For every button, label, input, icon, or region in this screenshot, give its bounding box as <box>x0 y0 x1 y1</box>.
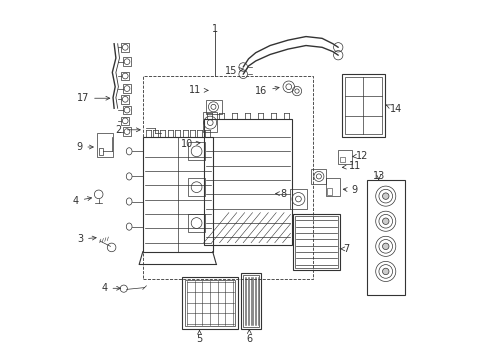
Bar <box>188 178 205 196</box>
Text: 1: 1 <box>212 24 218 34</box>
Bar <box>122 117 129 125</box>
Bar <box>122 43 129 51</box>
Text: 7: 7 <box>340 244 349 254</box>
Text: 9: 9 <box>343 185 357 195</box>
Bar <box>182 277 238 329</box>
Bar <box>123 57 131 66</box>
Text: 2: 2 <box>116 125 140 135</box>
Text: 15: 15 <box>225 66 244 76</box>
Bar <box>123 84 131 93</box>
Bar <box>122 72 129 80</box>
Bar <box>242 273 261 329</box>
Bar <box>203 112 218 132</box>
Bar <box>342 74 385 137</box>
Bar <box>188 214 205 232</box>
Text: 12: 12 <box>353 150 369 161</box>
Bar <box>122 95 129 104</box>
Text: 4: 4 <box>73 196 92 206</box>
Bar <box>340 157 344 162</box>
Text: 11: 11 <box>190 85 208 95</box>
Bar <box>99 148 103 155</box>
Bar <box>294 214 340 270</box>
Circle shape <box>383 218 389 225</box>
Bar <box>123 127 131 136</box>
Text: 9: 9 <box>76 142 93 152</box>
Text: 14: 14 <box>386 104 402 114</box>
Bar <box>97 134 113 157</box>
Bar <box>338 150 352 164</box>
Circle shape <box>383 268 389 275</box>
Text: 13: 13 <box>372 171 385 181</box>
Text: 8: 8 <box>275 189 286 199</box>
Bar <box>205 100 221 114</box>
Circle shape <box>383 243 389 249</box>
Text: 11: 11 <box>343 161 362 171</box>
Bar <box>185 280 235 326</box>
Bar <box>327 188 332 195</box>
Text: 16: 16 <box>255 86 279 96</box>
Text: 3: 3 <box>77 234 96 244</box>
Bar <box>311 169 326 184</box>
Circle shape <box>383 193 389 199</box>
Bar <box>204 119 292 244</box>
Text: 4: 4 <box>101 283 121 293</box>
Bar <box>143 137 213 252</box>
Bar <box>243 275 259 327</box>
Bar <box>295 216 338 268</box>
Bar <box>344 77 382 134</box>
Bar <box>123 106 131 114</box>
Bar <box>188 142 205 160</box>
Text: 5: 5 <box>196 330 202 343</box>
Text: 17: 17 <box>77 93 110 103</box>
Bar <box>326 178 340 196</box>
Bar <box>143 76 313 279</box>
Bar <box>290 189 307 209</box>
Bar <box>367 180 405 295</box>
Text: 10: 10 <box>181 139 200 149</box>
Text: 6: 6 <box>246 330 252 343</box>
